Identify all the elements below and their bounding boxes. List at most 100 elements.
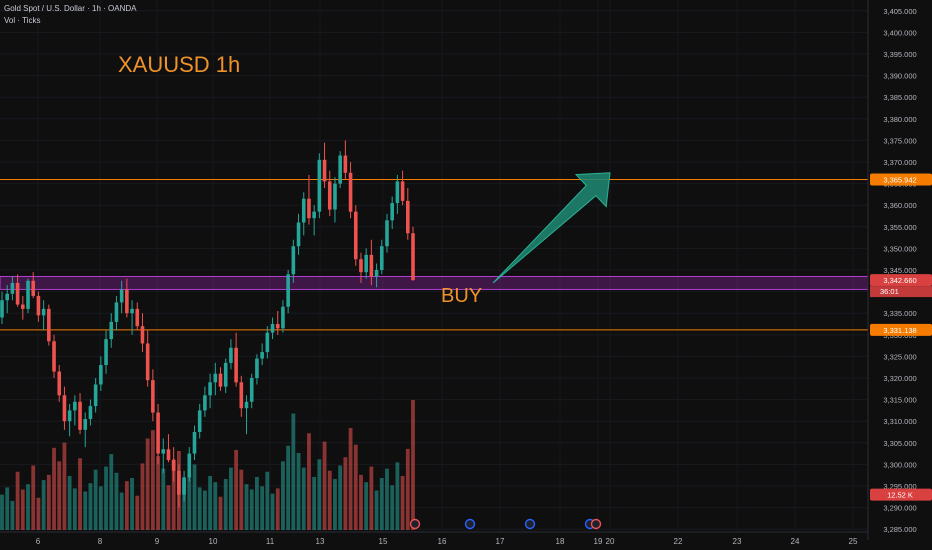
volume-bar <box>400 475 405 530</box>
candle-body <box>187 453 192 478</box>
volume-bar <box>130 478 134 530</box>
candle-body <box>0 300 4 318</box>
chart-legend: Gold Spot / U.S. Dollar · 1h · OANDA Vol… <box>4 3 137 27</box>
volume-bar <box>156 456 160 530</box>
candle-body <box>301 198 306 223</box>
volume-bar <box>301 467 306 530</box>
time-tick-label: 25 <box>849 537 858 546</box>
volume-bar <box>171 459 176 530</box>
volume-bars <box>0 400 415 530</box>
price-tick-label: 3,350.000 <box>883 244 916 253</box>
candle-body <box>369 254 374 277</box>
volume-bar <box>150 430 155 530</box>
time-tick-label: 15 <box>379 537 388 546</box>
volume-bar <box>31 465 36 530</box>
time-tick-label: 24 <box>791 537 800 546</box>
candle-body <box>109 321 114 340</box>
candle-body <box>192 432 197 454</box>
time-tick-label: 6 <box>36 537 41 546</box>
volume-bar <box>364 482 369 530</box>
volume-bar <box>109 454 114 530</box>
volume-bar <box>312 476 317 530</box>
symbol-header[interactable]: Gold Spot / U.S. Dollar · 1h · OANDA <box>4 4 137 13</box>
price-tick-label: 3,325.000 <box>883 352 916 361</box>
candle-body <box>104 339 108 366</box>
volume-bar <box>208 475 213 530</box>
up-arrow <box>492 172 611 284</box>
candle-body <box>265 332 270 353</box>
time-tick-label: 13 <box>316 537 325 546</box>
candle-body <box>140 326 145 344</box>
candle-body <box>411 233 415 281</box>
candle-body <box>119 289 124 303</box>
candle-body <box>338 155 342 184</box>
price-tick-label: 3,295.000 <box>883 482 916 491</box>
candle-body <box>83 419 88 430</box>
volume-bar <box>161 468 166 530</box>
candle-body <box>15 282 20 305</box>
candle-body <box>385 220 389 247</box>
event-marker <box>524 518 536 530</box>
volume-bar <box>343 457 348 530</box>
candle-body <box>359 259 363 273</box>
candle-body <box>400 181 405 201</box>
volume-bar <box>249 489 254 530</box>
event-marker <box>464 518 476 530</box>
candle-body <box>31 280 36 296</box>
candle-body <box>296 222 301 247</box>
volume-bar <box>390 485 395 530</box>
time-tick-label: 9 <box>155 537 160 546</box>
volume-bar <box>223 479 228 530</box>
price-tick-label: 3,375.000 <box>883 136 916 145</box>
candle-body <box>36 295 41 316</box>
volume-bar <box>98 486 103 530</box>
price-lines <box>0 179 868 331</box>
price-tick-label: 3,400.000 <box>883 28 916 37</box>
volume-bar <box>265 471 270 530</box>
volume-indicator-label[interactable]: Vol · Ticks <box>4 16 41 25</box>
support-zone <box>0 275 869 290</box>
price-tick-label: 3,320.000 <box>883 374 916 383</box>
volume-bar <box>229 467 233 530</box>
volume-bar <box>78 458 82 530</box>
volume-bar <box>255 476 259 530</box>
event-markers[interactable] <box>409 518 602 530</box>
candle-body <box>161 449 166 454</box>
candle-body <box>21 304 25 309</box>
candle-body <box>327 181 332 210</box>
price-tick-label: 3,290.000 <box>883 504 916 513</box>
candle-body <box>229 347 233 363</box>
volume-bar <box>359 474 363 530</box>
candle-body <box>78 401 82 430</box>
candle-body <box>260 352 264 359</box>
candle-body <box>5 293 10 301</box>
candle-body <box>73 401 77 411</box>
event-marker <box>409 518 421 530</box>
time-tick-label: 18 <box>556 537 565 546</box>
candle-body <box>364 254 368 273</box>
volume-bar <box>307 433 311 530</box>
candle-body <box>208 382 212 396</box>
volume-bar <box>213 482 218 530</box>
volume-bar <box>135 495 140 530</box>
volume-bar <box>270 493 275 530</box>
chart-annotation-title: XAUUSD 1h <box>118 52 241 77</box>
price-tick-label: 3,390.000 <box>883 72 916 81</box>
current-price-label-bg <box>870 274 932 287</box>
price-tick-label: 3,335.000 <box>883 309 916 318</box>
volume-bar <box>0 494 4 530</box>
candle-body <box>135 308 140 327</box>
candle-body <box>239 382 244 409</box>
volume-badge: 12.52 K <box>887 491 913 500</box>
price-tick-label: 3,345.000 <box>883 266 916 275</box>
candle-body <box>156 412 160 454</box>
volume-bar <box>145 438 150 530</box>
candle-body <box>125 289 129 314</box>
price-line-label: 3,331.138 <box>883 326 916 335</box>
volume-bar <box>119 492 124 530</box>
volume-bar <box>239 469 244 530</box>
candle-body <box>307 198 311 219</box>
candle-body <box>93 384 98 407</box>
price-tick-label: 3,395.000 <box>883 50 916 59</box>
